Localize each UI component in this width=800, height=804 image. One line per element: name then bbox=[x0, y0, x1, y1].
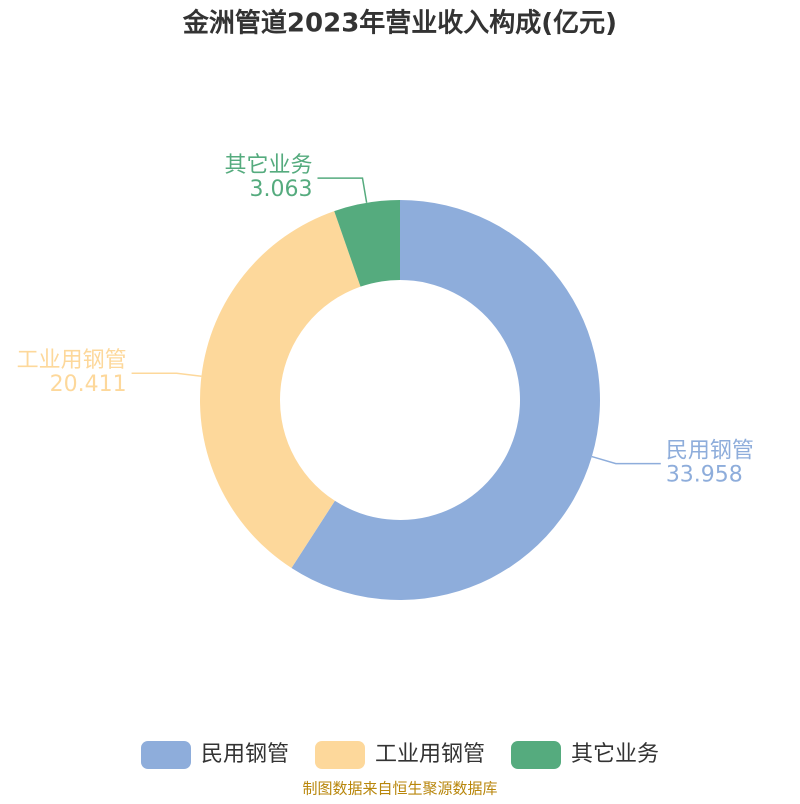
legend-swatch bbox=[141, 741, 191, 769]
data-label-name: 工业用钢管 bbox=[17, 348, 127, 373]
leader-line bbox=[317, 177, 368, 203]
leader-line bbox=[591, 455, 661, 465]
source: 制图数据来自恒生聚源数据库 bbox=[302, 780, 497, 798]
legend-label: 其它业务 bbox=[571, 742, 659, 767]
legend-swatch bbox=[315, 741, 365, 769]
slice bbox=[291, 200, 600, 600]
data-label-value: 3.063 bbox=[249, 177, 312, 202]
legend-label: 民用钢管 bbox=[201, 742, 289, 767]
data-label-name: 民用钢管 bbox=[666, 439, 754, 464]
legend-label: 工业用钢管 bbox=[375, 742, 485, 767]
data-label-name: 其它业务 bbox=[224, 153, 312, 178]
chart-title: 金洲管道2023年营业收入构成(亿元) bbox=[182, 8, 617, 39]
slice bbox=[334, 200, 400, 287]
leader-line bbox=[131, 372, 202, 377]
legend-swatch bbox=[511, 741, 561, 769]
slice bbox=[199, 211, 361, 569]
data-label-value: 20.411 bbox=[50, 372, 127, 397]
data-label-value: 33.958 bbox=[666, 463, 743, 488]
